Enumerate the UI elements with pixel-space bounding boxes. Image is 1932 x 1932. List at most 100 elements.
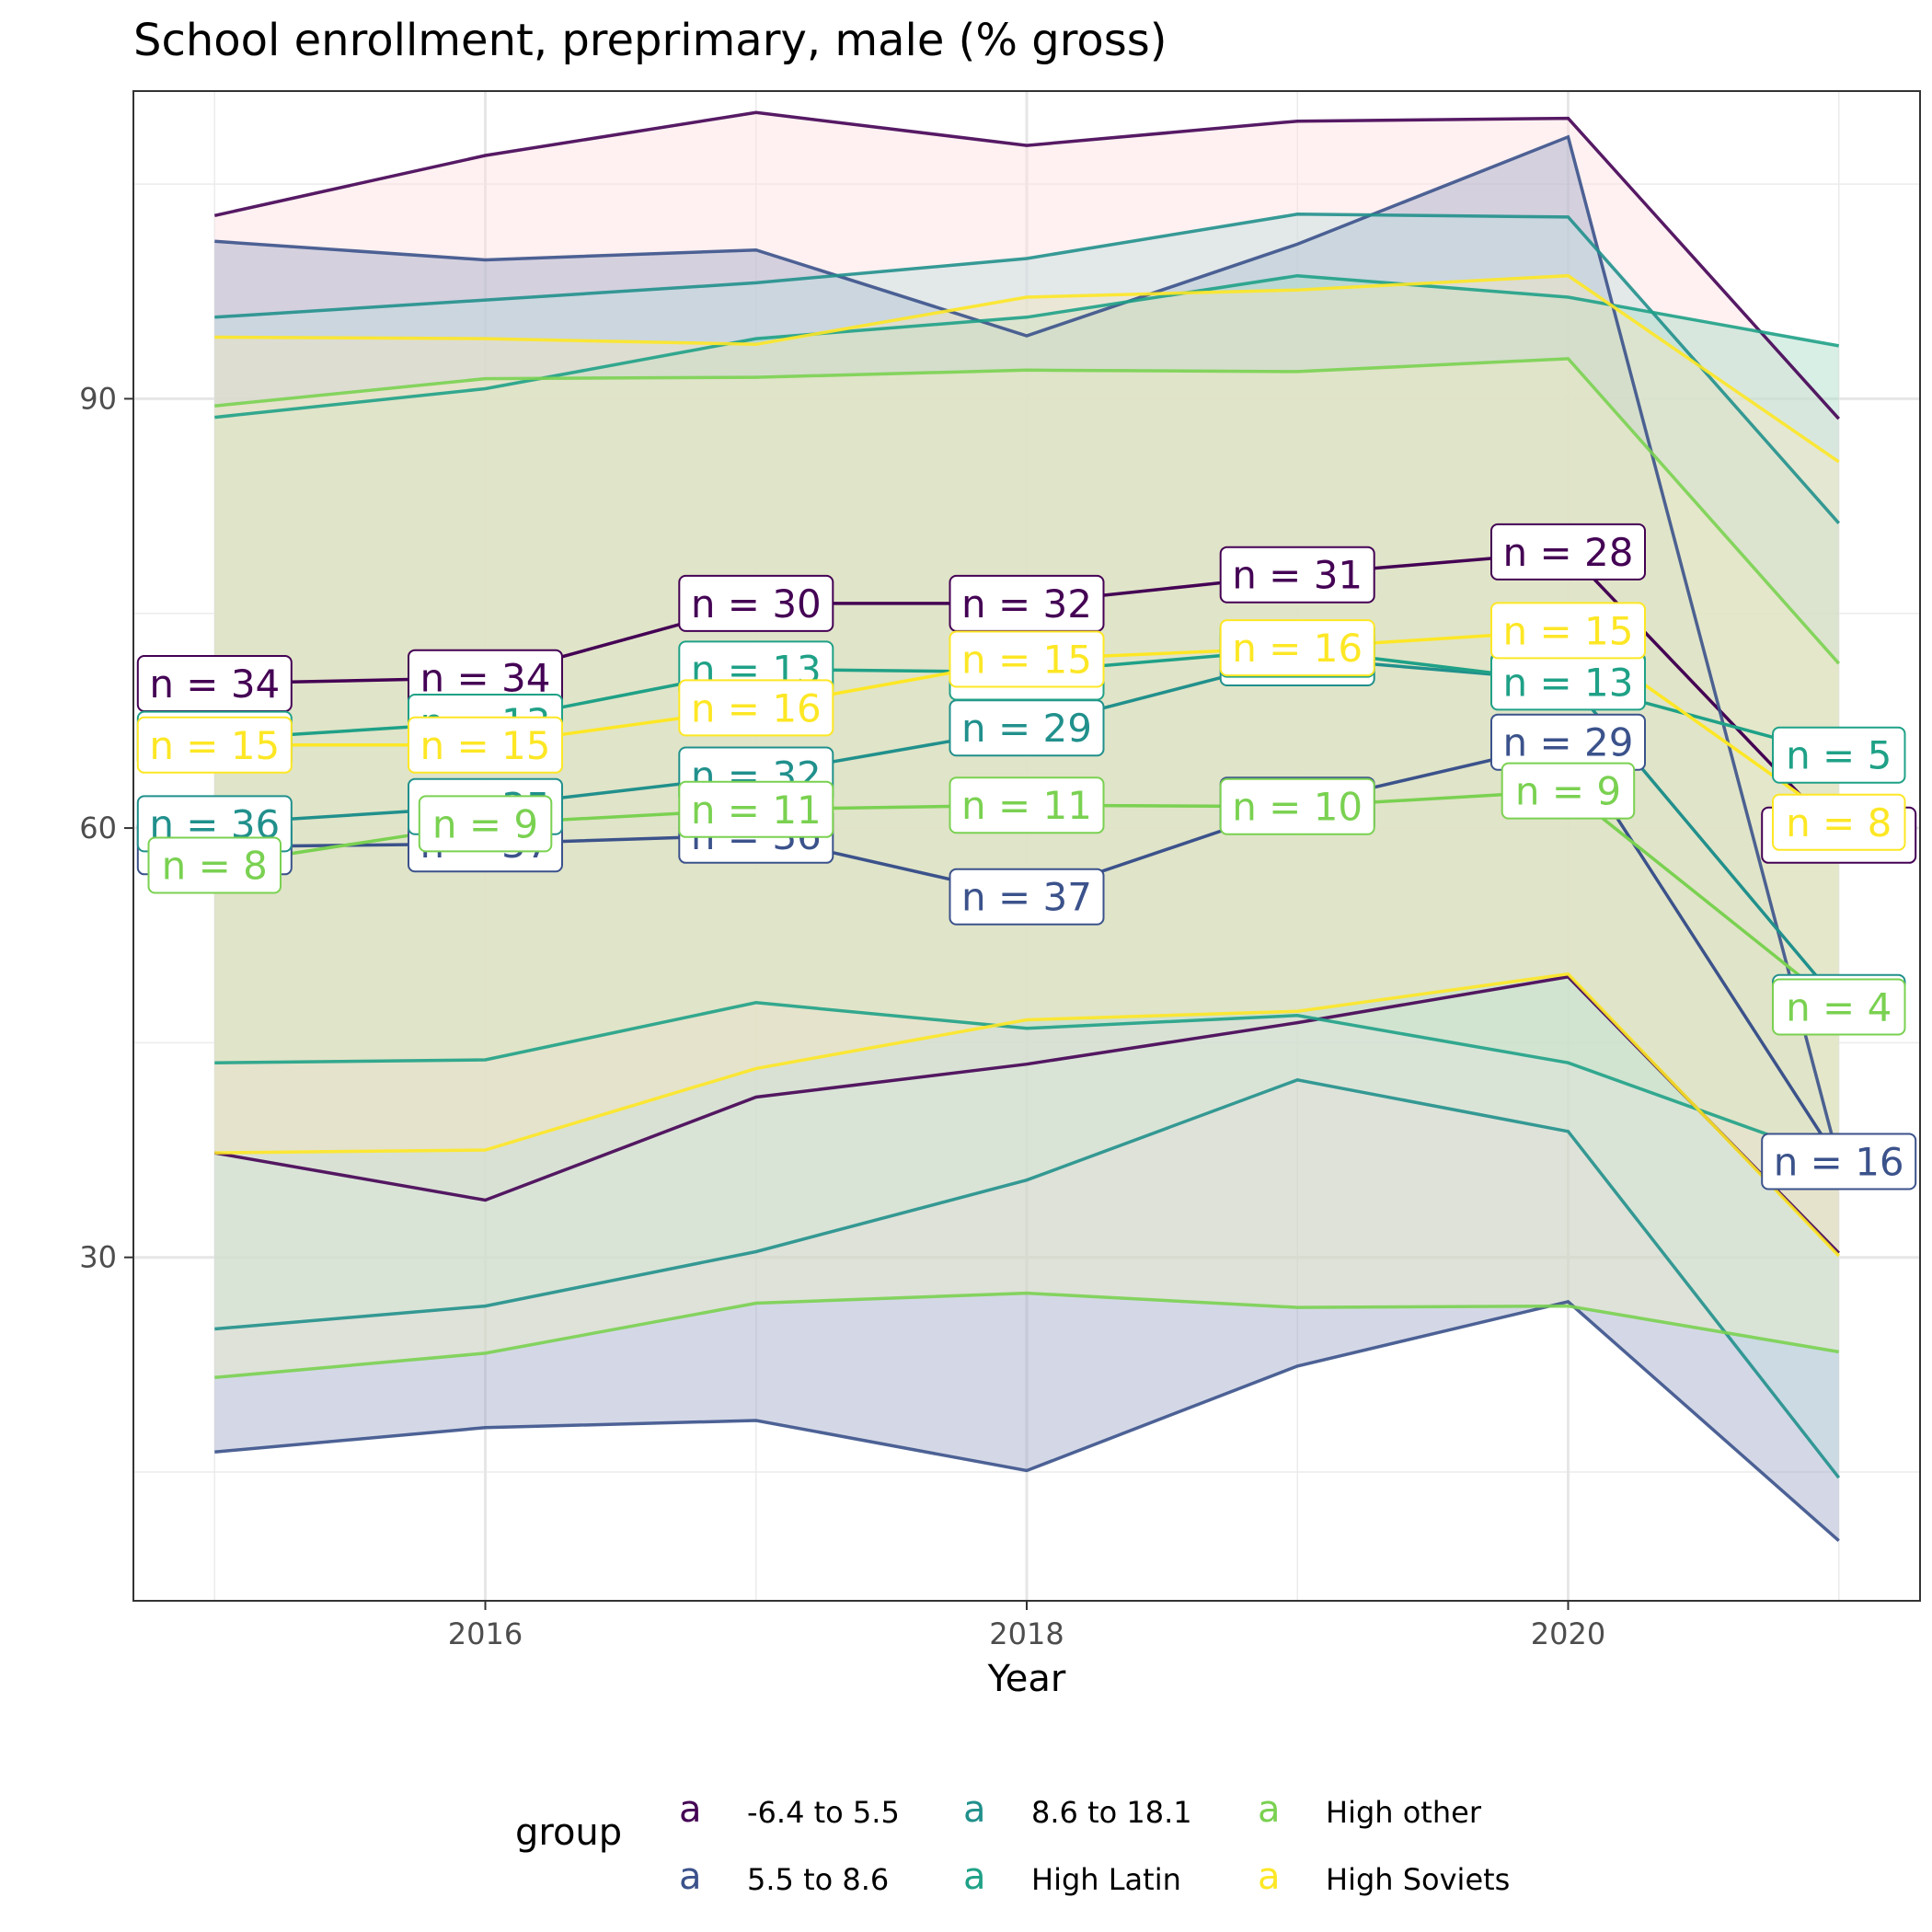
count-label-text: n = 29 [961, 706, 1092, 751]
count-label-box [1772, 978, 1906, 1036]
count-label-high-soviets: n = 16 [678, 679, 834, 737]
count-label-high-other: n = 9 [418, 795, 553, 853]
count-label-box [1501, 762, 1636, 820]
line-upper-5-5-to-8-6 [214, 134, 1841, 1162]
band-high-soviets [214, 275, 1839, 1257]
count-label-text: n = 28 [1503, 530, 1634, 575]
count-label-box [147, 836, 282, 894]
axes: 30 60 90 2016 2018 2020 [79, 381, 1605, 1651]
count-label-high-soviets: n = 8 [1772, 793, 1906, 851]
count-label-text: n = 16 [1232, 626, 1363, 671]
count-label-high-other: n = 9 [1501, 762, 1636, 820]
count-label-text: n = 11 [961, 783, 1092, 828]
count-label-6-4-to-5-5: n = 31 [1219, 546, 1375, 604]
line-lower-6-4-to-5-5 [213, 974, 1840, 1255]
count-label-text: n = 8 [1786, 800, 1892, 845]
line-upper-high-soviets [214, 273, 1840, 464]
count-label-text: n = 15 [149, 723, 280, 768]
legend-title: group [515, 1811, 622, 1854]
count-label-5-5-to-8-6: n = 37 [949, 868, 1105, 926]
count-labels: n = 34 n = 34 n = 30 n = 32 n = 31 n = 28 n = … [136, 523, 1917, 1190]
x-axis-title: Year [987, 1658, 1066, 1700]
y-tick-label: 30 [79, 1240, 117, 1275]
y-tick-label: 90 [79, 381, 117, 416]
count-label-5-5-to-8-6: n = 29 [1490, 713, 1646, 771]
legend-label: High other [1326, 1795, 1482, 1830]
legend-key: a [679, 1856, 702, 1898]
count-label-high-latin: n = 5 [1772, 726, 1906, 784]
line-upper-high-latin [214, 273, 1840, 420]
count-label-text: n = 11 [691, 788, 822, 833]
legend-label: 5.5 to 8.6 [747, 1862, 889, 1897]
line-lower-8-6-to-18-1 [214, 1077, 1841, 1479]
count-label-box [1772, 793, 1906, 851]
x-tick-label: 2018 [989, 1616, 1064, 1651]
legend-key: a [963, 1856, 986, 1898]
count-label-text: n = 13 [1503, 660, 1634, 705]
legend-label: 8.6 to 18.1 [1031, 1795, 1192, 1830]
count-label-box [1761, 1133, 1917, 1190]
x-tick-label: 2020 [1531, 1616, 1605, 1651]
line-upper-6-4-to-5-5 [213, 110, 1841, 420]
count-label-box [678, 574, 834, 632]
count-label-high-other: n = 4 [1772, 978, 1906, 1036]
count-label-6-4-to-5-5: n = 30 [678, 574, 834, 632]
legend-item-5-5-to-8-6: a 5.5 to 8.6 [679, 1856, 889, 1898]
count-label-high-soviets: n = 15 [1490, 602, 1646, 660]
count-label-high-soviets: n = 15 [136, 716, 293, 774]
count-label-text: n = 29 [1503, 720, 1634, 765]
band-8-6-to-18-1 [214, 213, 1839, 1478]
count-label-text: n = 32 [961, 581, 1092, 627]
count-label-high-other: n = 11 [678, 780, 834, 838]
count-label-high-latin: n = 13 [1490, 653, 1646, 711]
count-label-box [1219, 619, 1375, 677]
count-label-text: n = 15 [961, 638, 1092, 683]
count-label-high-soviets: n = 16 [1219, 619, 1375, 677]
line-upper-8-6-to-18-1 [214, 213, 1841, 524]
count-label-text: n = 16 [1774, 1140, 1904, 1185]
legend-item-high-latin: a High Latin [963, 1856, 1181, 1898]
count-label-text: n = 31 [1232, 553, 1363, 598]
legend-item-high-soviets: a High Soviets [1258, 1856, 1510, 1898]
line-lower-high-soviets [214, 972, 1840, 1258]
line-lower-high-latin [214, 1001, 1840, 1162]
count-label-high-other: n = 11 [949, 776, 1105, 834]
count-label-box [949, 868, 1105, 926]
count-label-text: n = 4 [1786, 985, 1892, 1030]
legend-item-high-other: a High other [1258, 1788, 1482, 1831]
legend: group a -6.4 to 5.5 a 5.5 to 8.6 a 8.6 to 18.… [515, 1788, 1510, 1898]
count-label-text: n = 37 [961, 875, 1092, 920]
count-label-box [1490, 523, 1646, 581]
legend-label: High Latin [1031, 1862, 1181, 1897]
count-label-text: n = 34 [420, 656, 551, 701]
count-label-text: n = 30 [691, 581, 822, 627]
count-label-box [136, 716, 293, 774]
count-label-box [1490, 602, 1646, 660]
count-label-box [678, 780, 834, 838]
count-label-6-4-to-5-5: n = 34 [136, 655, 293, 712]
count-label-box [408, 716, 563, 774]
count-label-text: n = 34 [149, 661, 280, 707]
chart-title: School enrollment, preprimary, male (% g… [133, 15, 1167, 66]
band-high-other [214, 358, 1839, 1378]
band-5-5-to-8-6 [214, 136, 1839, 1541]
count-label-box [418, 795, 553, 853]
count-label-8-6-to-18-1: n = 29 [949, 699, 1105, 757]
count-label-text: n = 5 [1786, 733, 1892, 778]
count-label-text: n = 8 [162, 844, 268, 889]
count-label-text: n = 16 [691, 685, 822, 730]
line-lower-high-other [214, 1291, 1839, 1380]
line-upper-high-other [214, 357, 1841, 665]
count-label-text: n = 9 [432, 801, 538, 846]
count-label-box [949, 776, 1105, 834]
count-label-high-soviets: n = 15 [408, 716, 563, 774]
count-label-box [1219, 546, 1375, 604]
count-label-box [949, 630, 1105, 688]
legend-key: a [963, 1788, 986, 1831]
legend-key: a [1258, 1788, 1281, 1831]
count-label-6-4-to-5-5: n = 28 [1490, 523, 1646, 581]
count-label-high-other: n = 10 [1219, 777, 1375, 835]
legend-item-8-6-to-18-1: a 8.6 to 18.1 [963, 1788, 1192, 1831]
count-label-6-4-to-5-5: n = 32 [949, 574, 1105, 632]
